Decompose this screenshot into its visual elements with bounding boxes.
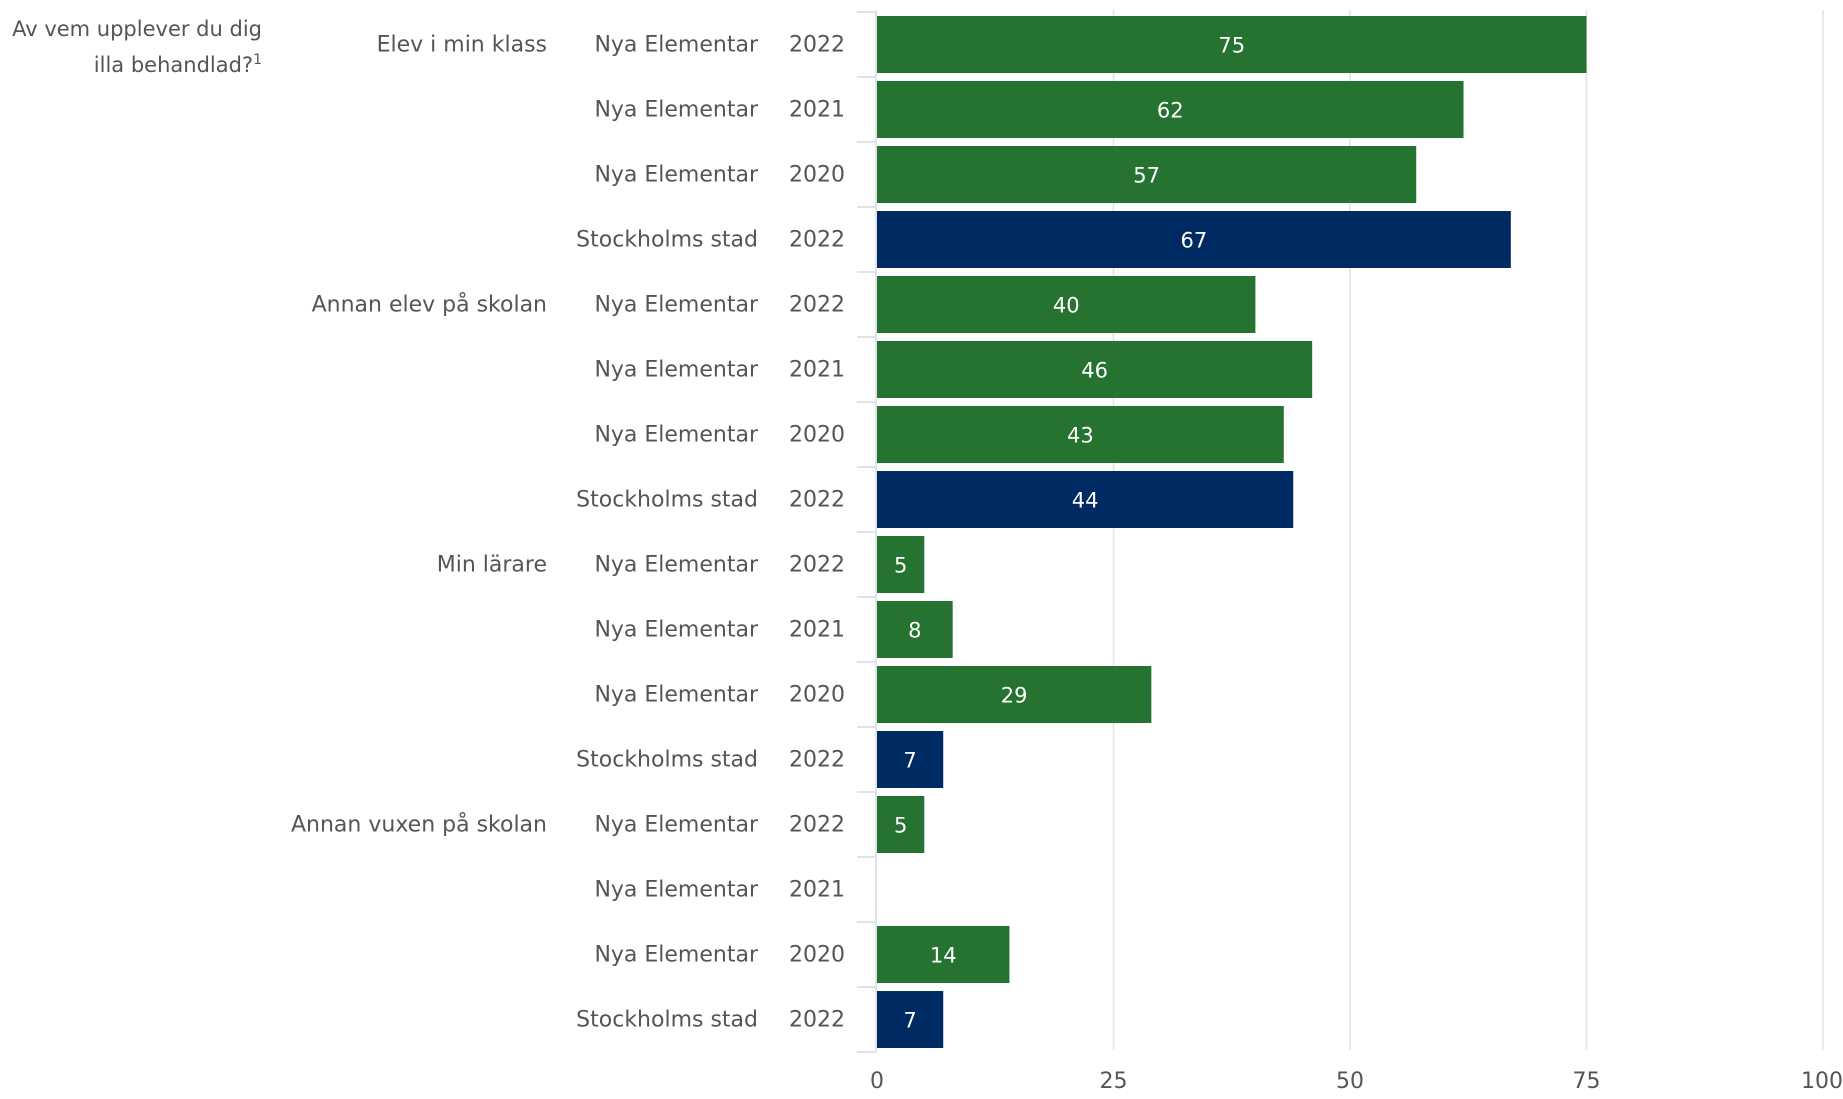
year-label: 2021 — [789, 878, 845, 903]
unit-label: Nya Elementar — [594, 618, 759, 643]
bar — [877, 146, 1417, 203]
year-label: 2021 — [789, 358, 845, 383]
year-label: 2022 — [789, 748, 845, 773]
bar — [877, 731, 944, 788]
bar-value-label: 57 — [1133, 164, 1160, 188]
group-label: Min lärare — [437, 553, 547, 578]
bar-value-label: 40 — [1053, 294, 1080, 318]
unit-label: Nya Elementar — [594, 98, 759, 123]
year-label: 2021 — [789, 98, 845, 123]
unit-label: Nya Elementar — [594, 358, 759, 383]
bar — [877, 991, 944, 1048]
bar-value-label: 43 — [1067, 424, 1094, 448]
bar-value-label: 62 — [1157, 99, 1184, 123]
bar-value-label: 67 — [1181, 229, 1208, 253]
unit-label: Stockholms stad — [576, 748, 758, 773]
question-title-line2-text: illa behandlad? — [93, 53, 254, 77]
bar — [877, 406, 1284, 463]
group-label: Elev i min klass — [377, 33, 547, 58]
year-label: 2022 — [789, 813, 845, 838]
year-label: 2021 — [789, 618, 845, 643]
question-title-line2: illa behandlad?1 — [0, 45, 262, 81]
unit-label: Stockholms stad — [576, 488, 758, 513]
bar-value-label: 8 — [908, 619, 921, 643]
unit-label: Nya Elementar — [594, 943, 759, 968]
bar — [877, 666, 1152, 723]
year-label: 2020 — [789, 163, 845, 188]
year-label: 2022 — [789, 228, 845, 253]
year-label: 2020 — [789, 683, 845, 708]
unit-label: Nya Elementar — [594, 163, 759, 188]
bar — [877, 796, 925, 853]
year-label: 2022 — [789, 488, 845, 513]
year-label: 2022 — [789, 553, 845, 578]
bar-value-label: 46 — [1081, 359, 1108, 383]
bar-value-label: 75 — [1218, 34, 1245, 58]
bar — [877, 536, 925, 593]
unit-label: Nya Elementar — [594, 878, 759, 903]
footnote-marker: 1 — [253, 52, 262, 68]
year-label: 2022 — [789, 33, 845, 58]
x-tick-label: 50 — [1336, 1069, 1364, 1094]
bar-value-label: 44 — [1072, 489, 1099, 513]
bar — [877, 341, 1313, 398]
year-label: 2022 — [789, 1008, 845, 1033]
x-tick-label: 25 — [1100, 1069, 1128, 1094]
unit-label: Nya Elementar — [594, 423, 759, 448]
bar-value-label: 5 — [894, 554, 907, 578]
bar — [877, 601, 953, 658]
question-title: Av vem upplever du dig illa behandlad?1 — [0, 14, 262, 81]
bar-value-label: 7 — [903, 749, 916, 773]
unit-label: Nya Elementar — [594, 33, 759, 58]
bar — [877, 276, 1256, 333]
bar — [877, 926, 1010, 983]
year-label: 2020 — [789, 943, 845, 968]
year-label: 2022 — [789, 293, 845, 318]
unit-label: Nya Elementar — [594, 813, 759, 838]
x-tick-label: 75 — [1573, 1069, 1601, 1094]
bar-value-label: 14 — [930, 944, 957, 968]
group-label: Annan vuxen på skolan — [291, 812, 547, 838]
bar — [877, 16, 1587, 73]
group-label: Annan elev på skolan — [312, 292, 547, 318]
unit-label: Nya Elementar — [594, 553, 759, 578]
x-tick-label: 0 — [870, 1069, 884, 1094]
year-label: 2020 — [789, 423, 845, 448]
unit-label: Stockholms stad — [576, 228, 758, 253]
bar — [877, 471, 1294, 528]
bar — [877, 81, 1464, 138]
bar-value-label: 7 — [903, 1009, 916, 1033]
unit-label: Nya Elementar — [594, 683, 759, 708]
question-title-line1: Av vem upplever du dig — [12, 17, 262, 41]
unit-label: Nya Elementar — [594, 293, 759, 318]
bar-value-label: 29 — [1001, 684, 1028, 708]
bar-value-label: 5 — [894, 814, 907, 838]
x-tick-label: 100 — [1801, 1069, 1843, 1094]
bar — [877, 211, 1511, 268]
unit-label: Stockholms stad — [576, 1008, 758, 1033]
